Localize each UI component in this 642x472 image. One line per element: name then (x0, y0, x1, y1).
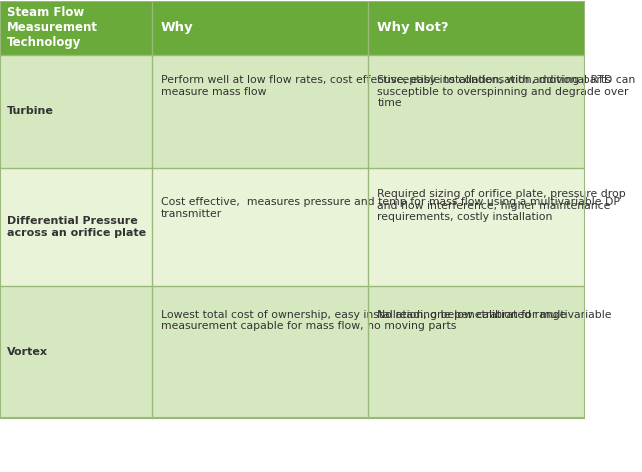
Text: Cost effective,  measures pressure and temp for mass flow using a multivariable : Cost effective, measures pressure and te… (161, 197, 620, 219)
Bar (369, 0, 585, 55)
Bar (152, 286, 369, 418)
Bar (0, 0, 585, 418)
Text: Vortex: Vortex (7, 347, 48, 357)
Text: No reading below calibrated range: No reading below calibrated range (377, 310, 567, 320)
Bar (0, 286, 152, 418)
Bar (369, 168, 585, 286)
Text: Why Not?: Why Not? (377, 21, 449, 34)
Bar (152, 55, 369, 168)
Bar (152, 168, 369, 286)
Bar (152, 0, 369, 55)
Bar (369, 55, 585, 168)
Text: Perform well at low flow rates, cost effective, easy installation, with addition: Perform well at low flow rates, cost eff… (161, 75, 635, 97)
Text: Susceptible to condensation, moving parts susceptible to overspinning and degrad: Susceptible to condensation, moving part… (377, 75, 629, 109)
Text: Turbine: Turbine (7, 106, 54, 117)
Bar (0, 0, 152, 55)
Text: Steam Flow
Measurement
Technology: Steam Flow Measurement Technology (7, 6, 98, 49)
Bar (369, 286, 585, 418)
Text: Lowest total cost of ownership, easy installation, one penetration for multivari: Lowest total cost of ownership, easy ins… (161, 310, 611, 331)
Text: Why: Why (161, 21, 193, 34)
Text: Required sizing of orifice plate, pressure drop and flow interference, higher ma: Required sizing of orifice plate, pressu… (377, 189, 626, 222)
Bar (0, 168, 152, 286)
Bar (0, 55, 152, 168)
Text: Differential Pressure
across an orifice plate: Differential Pressure across an orifice … (7, 216, 146, 238)
